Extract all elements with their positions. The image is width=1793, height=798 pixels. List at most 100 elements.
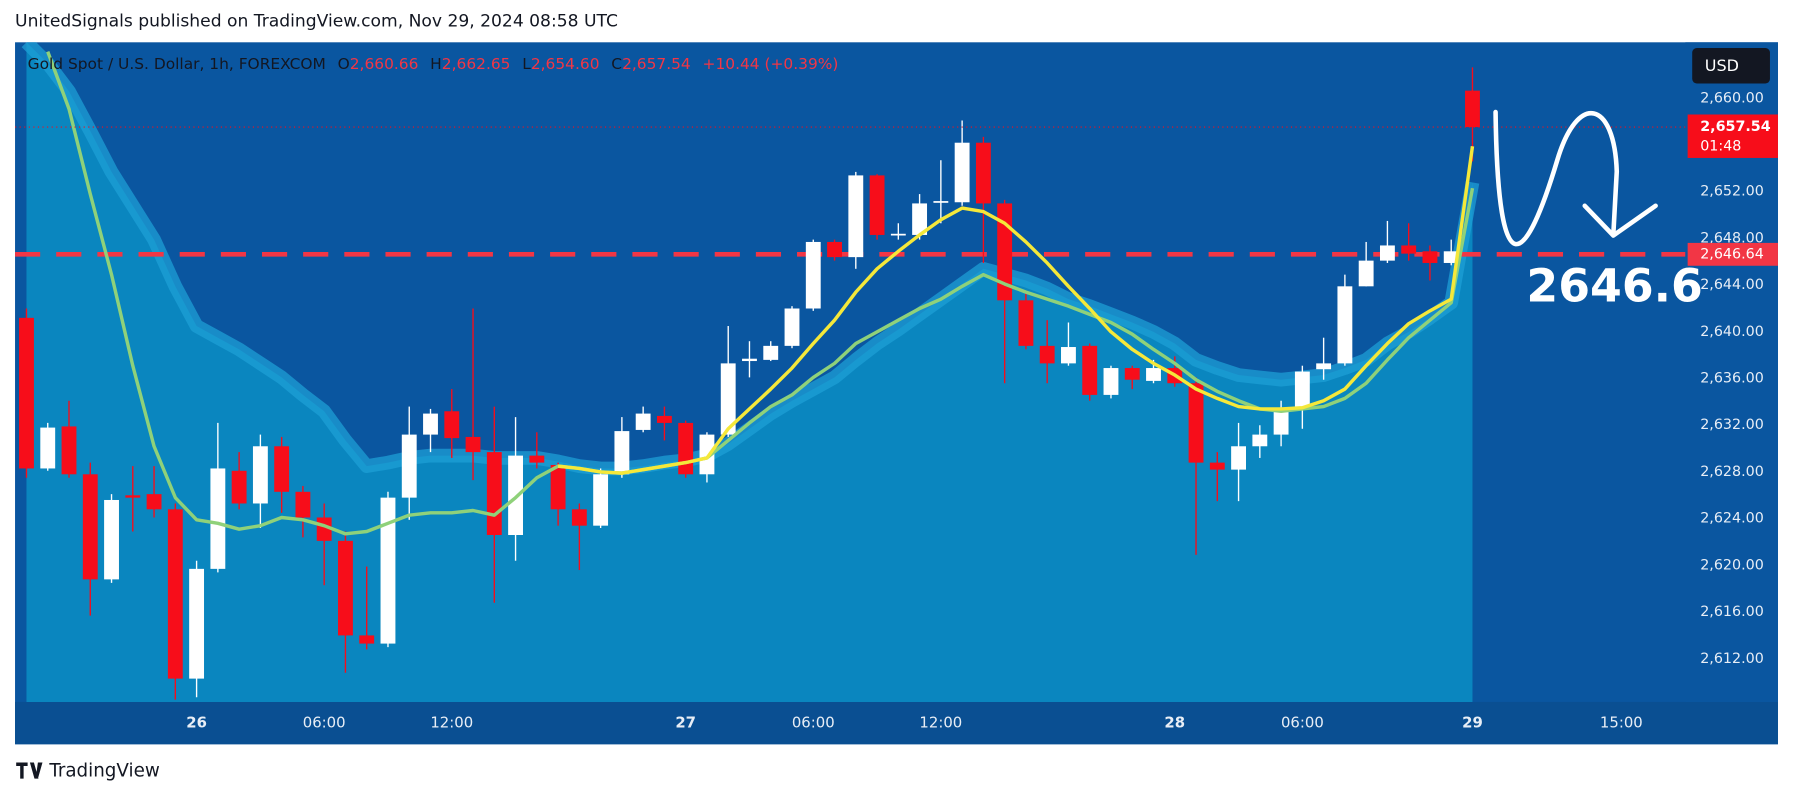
legend-c: C: [611, 55, 622, 73]
candle-body: [933, 201, 949, 203]
candle-body: [529, 455, 545, 463]
candle-body: [1124, 368, 1140, 380]
x-tick-label: 12:00: [430, 714, 473, 732]
candle-body: [827, 241, 842, 258]
y-tick-label: 2,624.00: [1700, 511, 1764, 527]
x-tick-label: 06:00: [1281, 714, 1324, 732]
candle-body: [274, 446, 290, 492]
candle-body: [1018, 300, 1034, 346]
legend-h: H: [430, 55, 442, 73]
y-tick-label: 2,632.00: [1700, 417, 1764, 433]
publish-header: UnitedSignals published on TradingView.c…: [15, 12, 618, 32]
time-axis: [15, 701, 1778, 745]
currency-label: USD: [1705, 56, 1739, 75]
currency-button[interactable]: [1692, 48, 1770, 84]
candle-body: [1465, 90, 1480, 128]
y-tick-label: 2,612.00: [1700, 651, 1764, 667]
y-tick-label: 2,640.00: [1700, 324, 1764, 340]
candle-body: [465, 436, 481, 453]
candle-body: [699, 434, 715, 475]
arrow-head: [1582, 203, 1658, 238]
ma-line: [557, 145, 1475, 475]
candle-body: [359, 635, 375, 644]
candle-body: [1422, 251, 1438, 263]
y-tick-label: 2,652.00: [1700, 184, 1764, 200]
legend-l: L: [522, 55, 531, 73]
candle-body: [1231, 446, 1246, 470]
candle-body: [125, 495, 141, 498]
candle-body: [146, 494, 162, 510]
legend-close: 2,657.54: [622, 55, 691, 73]
candle-body: [338, 540, 353, 636]
candle-body: [890, 233, 906, 236]
candle-body: [614, 431, 630, 475]
candle-body: [210, 468, 226, 569]
countdown-label: 01:48: [1700, 139, 1741, 155]
candle-body: [1146, 368, 1161, 381]
price-label: 2,657.54: [1700, 119, 1771, 135]
legend-symbol: Gold Spot / U.S. Dollar, 1h, FOREXCOM: [28, 55, 326, 73]
candle-body: [444, 411, 460, 439]
candle-body: [1039, 345, 1055, 364]
candle-body: [912, 203, 928, 235]
legend-low: 2,654.60: [531, 55, 600, 73]
x-tick-label: 26: [186, 714, 207, 732]
candle-body: [401, 434, 417, 498]
candle-body: [486, 452, 502, 536]
x-tick-label: 15:00: [1600, 714, 1643, 732]
annotation: 2646.6: [1526, 260, 1702, 313]
y-tick-label: 2,636.00: [1700, 371, 1764, 387]
candle-body: [423, 413, 438, 435]
x-tick-label: 29: [1462, 714, 1483, 732]
logo: [16, 762, 43, 779]
candle-body: [635, 413, 651, 430]
candle-body: [40, 427, 56, 469]
candle-body: [1188, 383, 1204, 463]
candle-body: [252, 446, 268, 504]
y-tick-label: 2,660.00: [1700, 90, 1764, 106]
legend-open: 2,660.66: [350, 55, 419, 73]
candle-body: [19, 317, 34, 469]
candle-body: [954, 142, 970, 203]
candle-body: [1443, 251, 1459, 263]
candle-body: [869, 175, 885, 235]
candle-body: [848, 175, 864, 258]
candle-body: [1273, 407, 1289, 435]
candle-body: [805, 241, 821, 309]
x-tick-label: 12:00: [919, 714, 962, 732]
x-tick-label: 06:00: [792, 714, 835, 732]
candle-body: [104, 499, 119, 580]
candle-body: [82, 474, 98, 580]
y-tick-label: 2,648.00: [1700, 230, 1764, 246]
level-tag: [1687, 242, 1778, 266]
candle-body: [763, 345, 779, 360]
candle-body: [550, 464, 566, 510]
candle-body: [742, 358, 757, 362]
candle-body: [189, 568, 205, 679]
candle-body: [1103, 368, 1119, 395]
candle-body: [975, 142, 991, 204]
candle-body: [784, 308, 800, 346]
candle-body: [231, 470, 247, 504]
candle-body: [656, 415, 672, 423]
candle-body: [571, 509, 587, 526]
candle-body: [1294, 371, 1310, 408]
candle-body: [678, 422, 694, 475]
ma-line: [46, 51, 1475, 536]
candle-body: [1337, 286, 1353, 364]
candle-body: [380, 497, 396, 644]
candle-body: [1401, 245, 1417, 254]
x-tick-label: 27: [675, 714, 696, 732]
y-tick-label: 2,628.00: [1700, 464, 1764, 480]
candle-body: [1082, 345, 1098, 395]
drawn-arrow: [1493, 109, 1620, 247]
area-edge: [21, 42, 1480, 476]
plot-area: [15, 42, 1686, 702]
axes: 2,612.00 2,616.00 2,620.00 2,624.00 2,628.00…: [186, 90, 1778, 732]
candle-body: [1061, 347, 1076, 364]
candle-body: [1252, 434, 1268, 447]
y-tick-label: 2,616.00: [1700, 604, 1764, 620]
candle-body: [61, 426, 77, 475]
